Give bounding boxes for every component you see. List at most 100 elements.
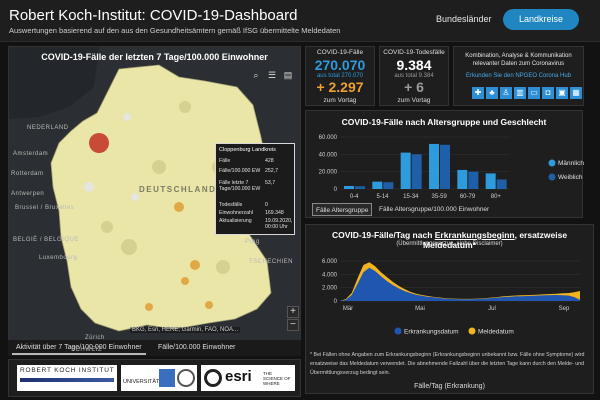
map-label-rotterdam: Rotterdam <box>11 171 44 177</box>
timeline-title-em: Erkrankungsbeginn <box>434 230 515 240</box>
app-subtitle: Auswertungen basierend auf den aus den G… <box>9 26 341 35</box>
series-area-erkrankungsdatum <box>340 267 580 301</box>
germany-region[interactable] <box>50 64 272 332</box>
map-label-schweiz: SCHWEIZ <box>71 347 103 353</box>
bar-weiblich <box>383 182 394 189</box>
car-icon[interactable]: ◘ <box>542 87 554 99</box>
timeline-chart: 0 2.000 4.000 6.000 Mär Mai Jul Sep Erkrankungsd… <box>322 259 580 336</box>
bar-weiblich <box>440 144 450 189</box>
popup-value: 19.09.2020, 00:00 Uhr <box>265 218 293 230</box>
legend-label: Männlich <box>558 160 584 167</box>
walk-icon[interactable]: ♙ <box>500 87 512 99</box>
y-tick-label: 40.000 <box>319 152 338 158</box>
sea-area <box>9 47 99 119</box>
district-area <box>101 221 113 233</box>
legend-swatch <box>394 327 402 335</box>
bus-icon[interactable]: ▣ <box>556 87 568 99</box>
map-label-luxembourg: Luxembourg <box>39 255 78 261</box>
nav-landkreise-button[interactable]: Landkreise <box>503 9 579 30</box>
list-icon[interactable]: ☰ <box>267 70 277 80</box>
hub-icons: ✚ ♣ ♙ ▥ ▭ ◘ ▣ ▦ <box>472 87 582 99</box>
map-panel[interactable]: COVID-19-Fälle der letzten 7 Tage/100.00… <box>8 46 301 356</box>
district-area <box>121 239 137 255</box>
tab-activity[interactable]: Aktivität über 7 Tage/100.000 Einwohner <box>12 341 146 355</box>
kpi-deaths: COVID-19-Todesfälle 9.384 aus total 9.38… <box>379 46 449 106</box>
bar-weiblich <box>496 179 507 189</box>
popup-value: 53,7 <box>265 180 276 186</box>
district-area <box>89 133 109 153</box>
district-area <box>179 101 191 113</box>
legend-label: Erkrankungsdatum <box>404 329 459 336</box>
district-area <box>190 260 200 270</box>
kpi-delta: + 2.297 <box>316 79 364 95</box>
header: Robert Koch-Institut: COVID-19-Dashboard… <box>0 0 600 42</box>
popup-key: Fälle/100.000 EW <box>219 168 261 174</box>
info-line-1: Kombination, Analyse & Kommunikation <box>465 53 572 59</box>
bed-icon[interactable]: ▭ <box>528 87 540 99</box>
district-popup[interactable]: Cloppenburg Landkreis Fälle 428 Fälle/100… <box>215 143 295 235</box>
tab-age-per-100k[interactable]: Fälle Altersgruppe/100.000 Einwohner <box>379 206 490 213</box>
popup-key: Einwohnerzahl <box>219 210 254 216</box>
timeline-title-post: , ersatzweise Meldedatum* <box>423 230 568 250</box>
district-area <box>145 303 153 311</box>
district-area <box>181 277 189 285</box>
y-tick-label: 60.000 <box>319 135 338 141</box>
chart-icon[interactable]: ▥ <box>514 87 526 99</box>
bar-männlich <box>372 181 383 189</box>
university-logo: UNIVERSITÄT <box>121 365 197 391</box>
bar-weiblich <box>411 154 422 189</box>
kpi-label: COVID-19-Todesfälle <box>383 49 445 56</box>
map-label-antwerpen: Antwerpen <box>11 191 45 197</box>
tab-timeline[interactable]: Fälle/Tag (Erkrankung) <box>414 383 485 390</box>
bar-männlich <box>344 185 354 189</box>
kpi-value: 9.384 <box>396 57 432 73</box>
x-tick-label: 5-14 <box>376 194 389 200</box>
hospital-icon[interactable]: ✚ <box>472 87 484 99</box>
building-icon[interactable]: ▦ <box>570 87 582 99</box>
popup-key: Todesfälle <box>219 202 243 208</box>
y-tick-label: 4.000 <box>322 272 338 278</box>
district-area <box>216 260 230 274</box>
esri-globe-icon <box>204 369 222 387</box>
timeline-title: COVID-19-Fälle/Tag nach Erkrankungsbegin… <box>306 230 593 250</box>
bar-männlich <box>457 169 468 189</box>
y-tick-label: 0 <box>334 299 338 305</box>
nav-bundeslaender[interactable]: Bundesländer <box>436 14 492 24</box>
x-tick-label: 80+ <box>491 194 502 200</box>
y-tick-label: 20.000 <box>319 170 338 176</box>
info-line-2: relevanter Daten zum Coronavirus <box>472 61 565 67</box>
partner-emblem <box>177 369 195 387</box>
district-area <box>84 182 94 192</box>
map-label-prag: Prag <box>245 239 260 245</box>
kpi-caption: zum Vortag <box>397 97 431 104</box>
app-title: Robert Koch-Institut: COVID-19-Dashboard <box>9 7 298 24</box>
layers-icon[interactable]: ▤ <box>283 70 293 80</box>
zoom-in-button[interactable]: + <box>287 306 299 318</box>
kpi-total: aus total 9.384 <box>394 73 434 79</box>
zoom-out-button[interactable]: − <box>287 319 299 331</box>
x-tick-label: 0-4 <box>350 194 359 200</box>
x-tick-label: Jul <box>488 306 496 312</box>
timeline-panel: COVID-19-Fälle/Tag nach Erkrankungsbegin… <box>305 224 594 394</box>
plant-icon[interactable]: ♣ <box>486 87 498 99</box>
x-tick-label: 60-79 <box>460 194 476 200</box>
logo-bar: ROBERT KOCH INSTITUT UNIVERSITÄT esri TH… <box>8 359 301 397</box>
map-tabs: Aktivität über 7 Tage/100.000 Einwohner … <box>8 340 301 356</box>
popup-value: 0 <box>265 202 268 208</box>
legend-label: Weiblich <box>558 174 583 181</box>
district-area <box>131 193 139 201</box>
map-label-brussel: Brussel / Bruxelles <box>15 205 75 211</box>
tab-age-cases[interactable]: Fälle Altersgruppe <box>312 203 373 216</box>
esri-logo-text: esri <box>225 368 252 385</box>
popup-title: Cloppenburg Landkreis <box>219 147 276 153</box>
tab-cases-per-100k[interactable]: Fälle/100.000 Einwohner <box>158 344 236 351</box>
map-label-nederland: NEDERLAND <box>27 125 69 131</box>
map-label-amsterdam: Amsterdam <box>13 151 49 157</box>
x-tick-label: Sep <box>559 306 570 312</box>
search-icon[interactable]: ⌕ <box>253 70 259 80</box>
kpi-cases: COVID-19-Fälle 270.070 aus total 270.070… <box>305 46 375 106</box>
npgeo-hub-link[interactable]: Erkunden Sie den NPGEO Corona Hub <box>465 73 572 79</box>
y-tick-label: 0 <box>334 187 338 193</box>
rki-logo: ROBERT KOCH INSTITUT <box>17 365 117 391</box>
